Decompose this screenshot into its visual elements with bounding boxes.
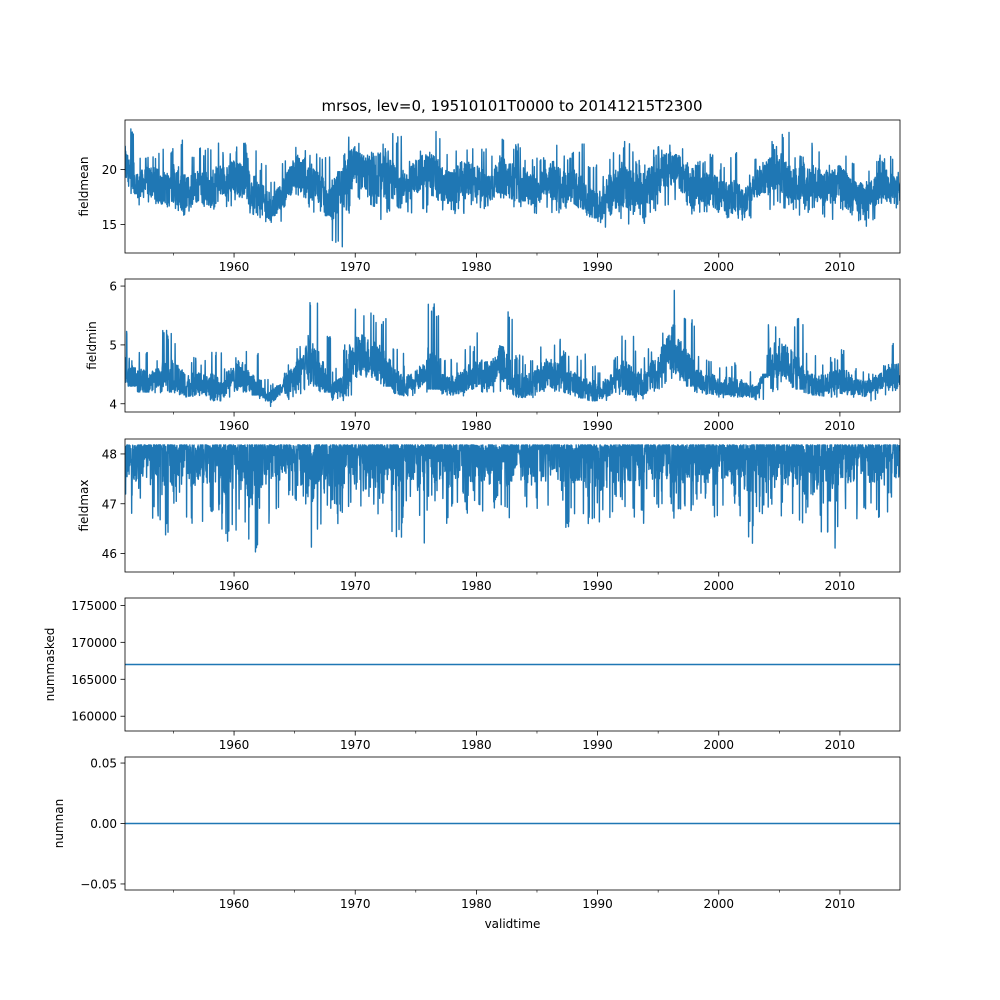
x-tick-label: 2010: [825, 897, 856, 911]
x-tick-label: 1980: [461, 738, 492, 752]
y-tick-label: 0.05: [90, 757, 117, 771]
x-tick-label: 1990: [582, 897, 613, 911]
y-tick-label: 15: [102, 218, 117, 232]
x-tick-label: 1970: [340, 419, 371, 433]
x-tick-label: 2000: [703, 419, 734, 433]
y-tick-label: 20: [102, 163, 117, 177]
y-axis-label: fieldmax: [77, 479, 91, 531]
x-tick-label: 1960: [219, 579, 250, 593]
x-tick-label: 1960: [219, 897, 250, 911]
y-axis-label: fieldmin: [85, 321, 99, 370]
panel-numnan: 1960 1970 1980 1990 2000 2010 −0.05 0.00 0.05 num…: [52, 757, 901, 931]
y-tick-label: 5: [109, 338, 117, 352]
y-tick-label: 170000: [71, 636, 117, 650]
x-tick-label: 1960: [219, 260, 250, 274]
series-group: [125, 128, 900, 248]
series-line-fieldmax: [125, 444, 900, 553]
x-tick-label: 1970: [340, 897, 371, 911]
y-tick-label: 47: [102, 497, 117, 511]
x-tick-label: 2000: [703, 260, 734, 274]
x-axis-label: validtime: [485, 917, 541, 931]
series-line-fieldmean: [125, 128, 900, 248]
y-axis-label: numnan: [52, 799, 66, 848]
x-tick-label: 1980: [461, 579, 492, 593]
x-tick-label: 1990: [582, 260, 613, 274]
x-tick-label: 1960: [219, 419, 250, 433]
y-tick-label: −0.05: [80, 877, 117, 891]
axes-frame: [124, 119, 901, 254]
x-tick-label: 1970: [340, 579, 371, 593]
axes-frame: [124, 438, 901, 573]
y-tick-label: 160000: [71, 710, 117, 724]
x-tick-label: 1990: [582, 419, 613, 433]
y-tick-label: 48: [102, 447, 117, 461]
x-tick-label: 2010: [825, 579, 856, 593]
x-tick-label: 2010: [825, 260, 856, 274]
axes-frame: [124, 597, 901, 732]
y-tick-label: 165000: [71, 673, 117, 687]
x-tick-label: 1990: [582, 738, 613, 752]
series-group: [125, 444, 900, 553]
y-tick-label: 46: [102, 547, 117, 561]
panel-fieldmax: 1960 1970 1980 1990 2000 2010 46 47 48 fieldmax: [77, 438, 901, 593]
x-tick-label: 1990: [582, 579, 613, 593]
panel-fieldmean: 1960 1970 1980 1990 2000 2010 15 20 fieldmean: [77, 119, 901, 274]
x-tick-label: 2000: [703, 738, 734, 752]
y-tick-label: 6: [109, 280, 117, 294]
x-tick-label: 2000: [703, 897, 734, 911]
y-tick-label: 0.00: [90, 817, 117, 831]
series-group: [125, 289, 900, 408]
x-tick-label: 2000: [703, 579, 734, 593]
x-tick-label: 1960: [219, 738, 250, 752]
panels: 1960 1970 1980 1990 2000 20101520fieldmean196…: [43, 119, 901, 931]
figure-title: mrsos, lev=0, 19510101T0000 to 20141215T…: [321, 97, 702, 115]
x-tick-label: 1980: [461, 419, 492, 433]
y-tick-label: 4: [109, 397, 117, 411]
axes-frame: [124, 278, 901, 413]
series-line-fieldmin: [125, 289, 900, 408]
x-tick-label: 1980: [461, 260, 492, 274]
y-axis-label: fieldmean: [77, 157, 91, 217]
x-tick-label: 1970: [340, 260, 371, 274]
x-tick-label: 1970: [340, 738, 371, 752]
y-axis-label: nummasked: [43, 628, 57, 702]
x-tick-label: 2010: [825, 738, 856, 752]
x-tick-label: 2010: [825, 419, 856, 433]
x-tick-label: 1980: [461, 897, 492, 911]
panel-fieldmin: 1960 1970 1980 1990 2000 2010 4 5 6 fieldmin: [85, 278, 901, 433]
panel-nummasked: 1960 1970 1980 1990 2000 2010 160000 165000 1700…: [43, 597, 901, 752]
y-tick-label: 175000: [71, 599, 117, 613]
